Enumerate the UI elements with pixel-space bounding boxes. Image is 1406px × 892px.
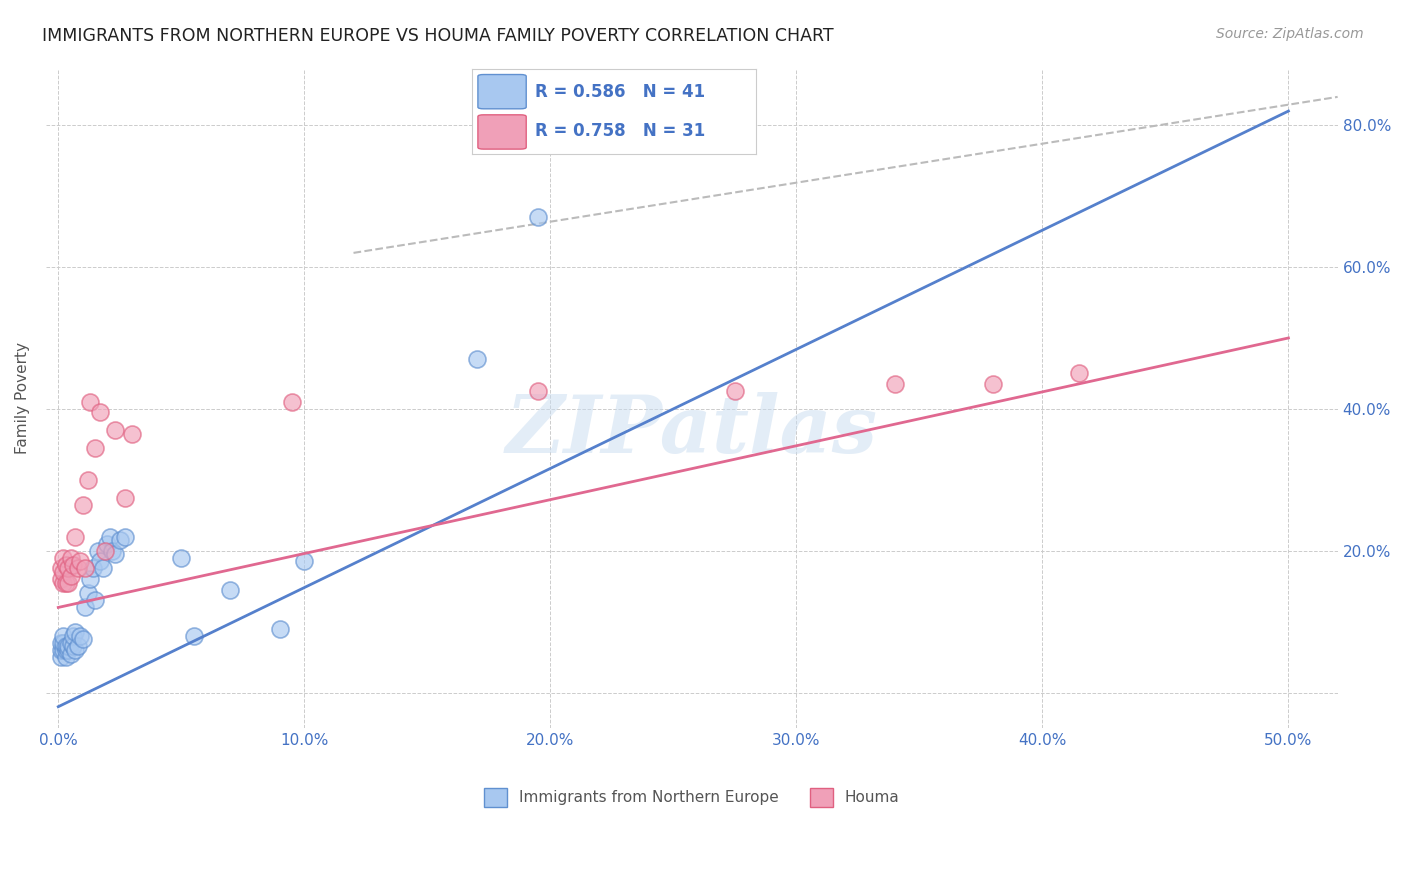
Point [89, 554, 111, 568]
Point [76, 586, 98, 600]
Point [65, 529, 87, 543]
Point [981, 377, 1004, 392]
Point [86, 543, 108, 558]
Point [89, 405, 111, 419]
Point [65, 643, 87, 657]
Point [101, 543, 124, 558]
Point [170, 550, 193, 565]
Point [59, 550, 82, 565]
Point [55, 575, 77, 590]
Point [59, 568, 82, 582]
Point [98, 529, 121, 543]
Point [62, 629, 84, 643]
Point [55, 640, 77, 654]
Point [292, 554, 315, 568]
Point [1069, 367, 1091, 381]
Point [114, 491, 136, 505]
Point [59, 647, 82, 661]
Point [65, 625, 87, 640]
Text: IMMIGRANTS FROM NORTHERN EUROPE VS HOUMA FAMILY POVERTY CORRELATION CHART: IMMIGRANTS FROM NORTHERN EUROPE VS HOUMA… [42, 27, 834, 45]
Point [52, 575, 75, 590]
Point [84, 593, 107, 607]
Point [66, 640, 89, 654]
Point [724, 384, 747, 399]
Point [269, 622, 291, 636]
Point [94, 543, 117, 558]
Point [108, 533, 131, 547]
Point [62, 558, 84, 572]
Point [183, 629, 205, 643]
Point [76, 473, 98, 487]
Point [104, 423, 127, 437]
Point [52, 636, 75, 650]
Point [55, 650, 77, 665]
Point [104, 547, 127, 561]
Point [49, 636, 72, 650]
Point [82, 561, 104, 575]
Point [66, 561, 89, 575]
Point [72, 498, 94, 512]
Point [52, 565, 75, 579]
Point [72, 632, 94, 647]
Point [59, 636, 82, 650]
Point [79, 394, 101, 409]
Point [219, 582, 242, 597]
Point [69, 629, 91, 643]
Point [281, 394, 304, 409]
Point [49, 561, 72, 575]
Point [49, 643, 72, 657]
Point [84, 441, 107, 455]
Point [527, 211, 550, 225]
Point [56, 643, 79, 657]
Point [527, 384, 550, 399]
Point [96, 536, 118, 550]
Point [55, 643, 77, 657]
Point [75, 600, 97, 615]
Point [49, 572, 72, 586]
Point [55, 558, 77, 572]
Point [52, 629, 75, 643]
Point [121, 426, 143, 441]
Point [56, 561, 79, 575]
Legend: Immigrants from Northern Europe, Houma: Immigrants from Northern Europe, Houma [478, 781, 905, 813]
Point [465, 352, 488, 367]
Point [69, 554, 91, 568]
Point [79, 572, 101, 586]
Point [52, 550, 75, 565]
Text: Source: ZipAtlas.com: Source: ZipAtlas.com [1216, 27, 1364, 41]
Point [91, 561, 114, 575]
Point [114, 529, 136, 543]
Point [56, 575, 79, 590]
Text: ZIPatlas: ZIPatlas [506, 392, 877, 470]
Point [56, 640, 79, 654]
Y-axis label: Family Poverty: Family Poverty [15, 343, 30, 454]
Point [883, 377, 905, 392]
Point [62, 640, 84, 654]
Point [52, 643, 75, 657]
Point [49, 650, 72, 665]
Point [75, 561, 97, 575]
